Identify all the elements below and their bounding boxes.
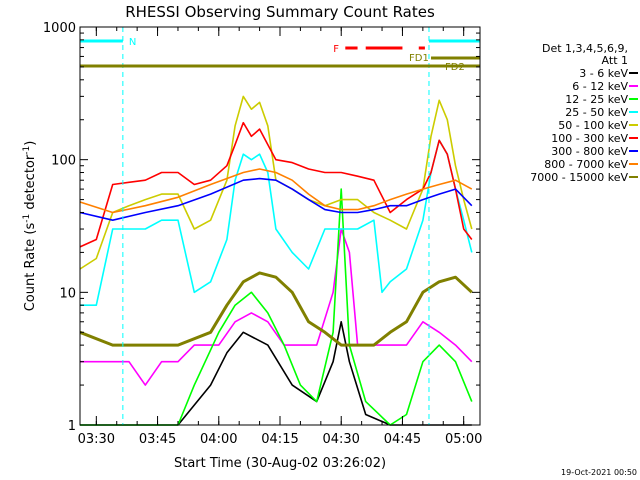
series-line-5 <box>79 95 473 270</box>
y-tick-label: 10 <box>59 286 76 301</box>
x-tick-label: 05:00 <box>445 432 482 447</box>
series-line-3 <box>80 188 473 426</box>
x-tick-label: 04:15 <box>261 432 298 447</box>
chart-title: RHESSI Observing Summary Count Rates <box>125 3 435 21</box>
x-tick-label: 04:45 <box>384 432 421 447</box>
series-line-6 <box>79 121 473 248</box>
timestamp: 19-Oct-2021 00:50 <box>561 468 637 477</box>
series-line-7 <box>79 177 473 221</box>
legend-label-1: 3 - 6 keV <box>579 67 628 80</box>
series-line-1 <box>80 320 472 426</box>
legend-label-5: 50 - 100 keV <box>558 119 628 132</box>
fd1-label: FD1 <box>409 53 429 64</box>
flare-label: F <box>333 44 339 55</box>
y-tick-label: 1000 <box>43 21 76 36</box>
y-axis-label: Count Rate (s-1 detector-1) <box>22 141 38 312</box>
series-layer <box>79 95 473 426</box>
y-tick-label: 1 <box>68 419 76 434</box>
legend-header-line-1: Det 1,3,4,5,6,9, <box>542 42 628 55</box>
series-line-2 <box>80 228 473 386</box>
series-line-9 <box>79 271 473 347</box>
legend-label-2: 6 - 12 keV <box>572 80 628 93</box>
legend-label-7: 300 - 800 keV <box>551 145 628 158</box>
legend-header-line-2: Att 1 <box>602 54 628 67</box>
y-axis-label-main: Count Rate (s <box>23 223 38 312</box>
legend-label-3: 12 - 25 keV <box>565 93 628 106</box>
fd2-label: FD2 <box>445 62 465 73</box>
y-axis-label-end: ) <box>23 141 38 146</box>
x-tick-label: 03:30 <box>78 432 115 447</box>
series-line-4 <box>80 139 473 307</box>
y-axis-label-exp1: -1 <box>22 214 32 223</box>
night-label: N <box>129 37 136 48</box>
x-tick-label: 04:30 <box>322 432 359 447</box>
legend-label-9: 7000 - 15000 keV <box>530 171 628 184</box>
y-axis-label-exp2: -1 <box>22 146 32 155</box>
y-axis-label-mid: detector <box>23 154 38 214</box>
series-line-8 <box>79 168 473 214</box>
x-tick-label: 04:00 <box>200 432 237 447</box>
legend-label-6: 100 - 300 keV <box>551 132 628 145</box>
annotation-layer: N F FD1 FD2 <box>80 27 480 425</box>
legend-label-8: 800 - 7000 keV <box>544 158 628 171</box>
legend-label-4: 25 - 50 keV <box>565 106 628 119</box>
y-tick-label: 100 <box>51 154 76 169</box>
x-axis-label: Start Time (30-Aug-02 03:26:02) <box>174 456 386 471</box>
x-tick-label: 03:45 <box>139 432 176 447</box>
axis-layer: 1 10 100 1000 03:30 03:45 04:00 04:15 04:30 04:45… <box>43 21 483 447</box>
